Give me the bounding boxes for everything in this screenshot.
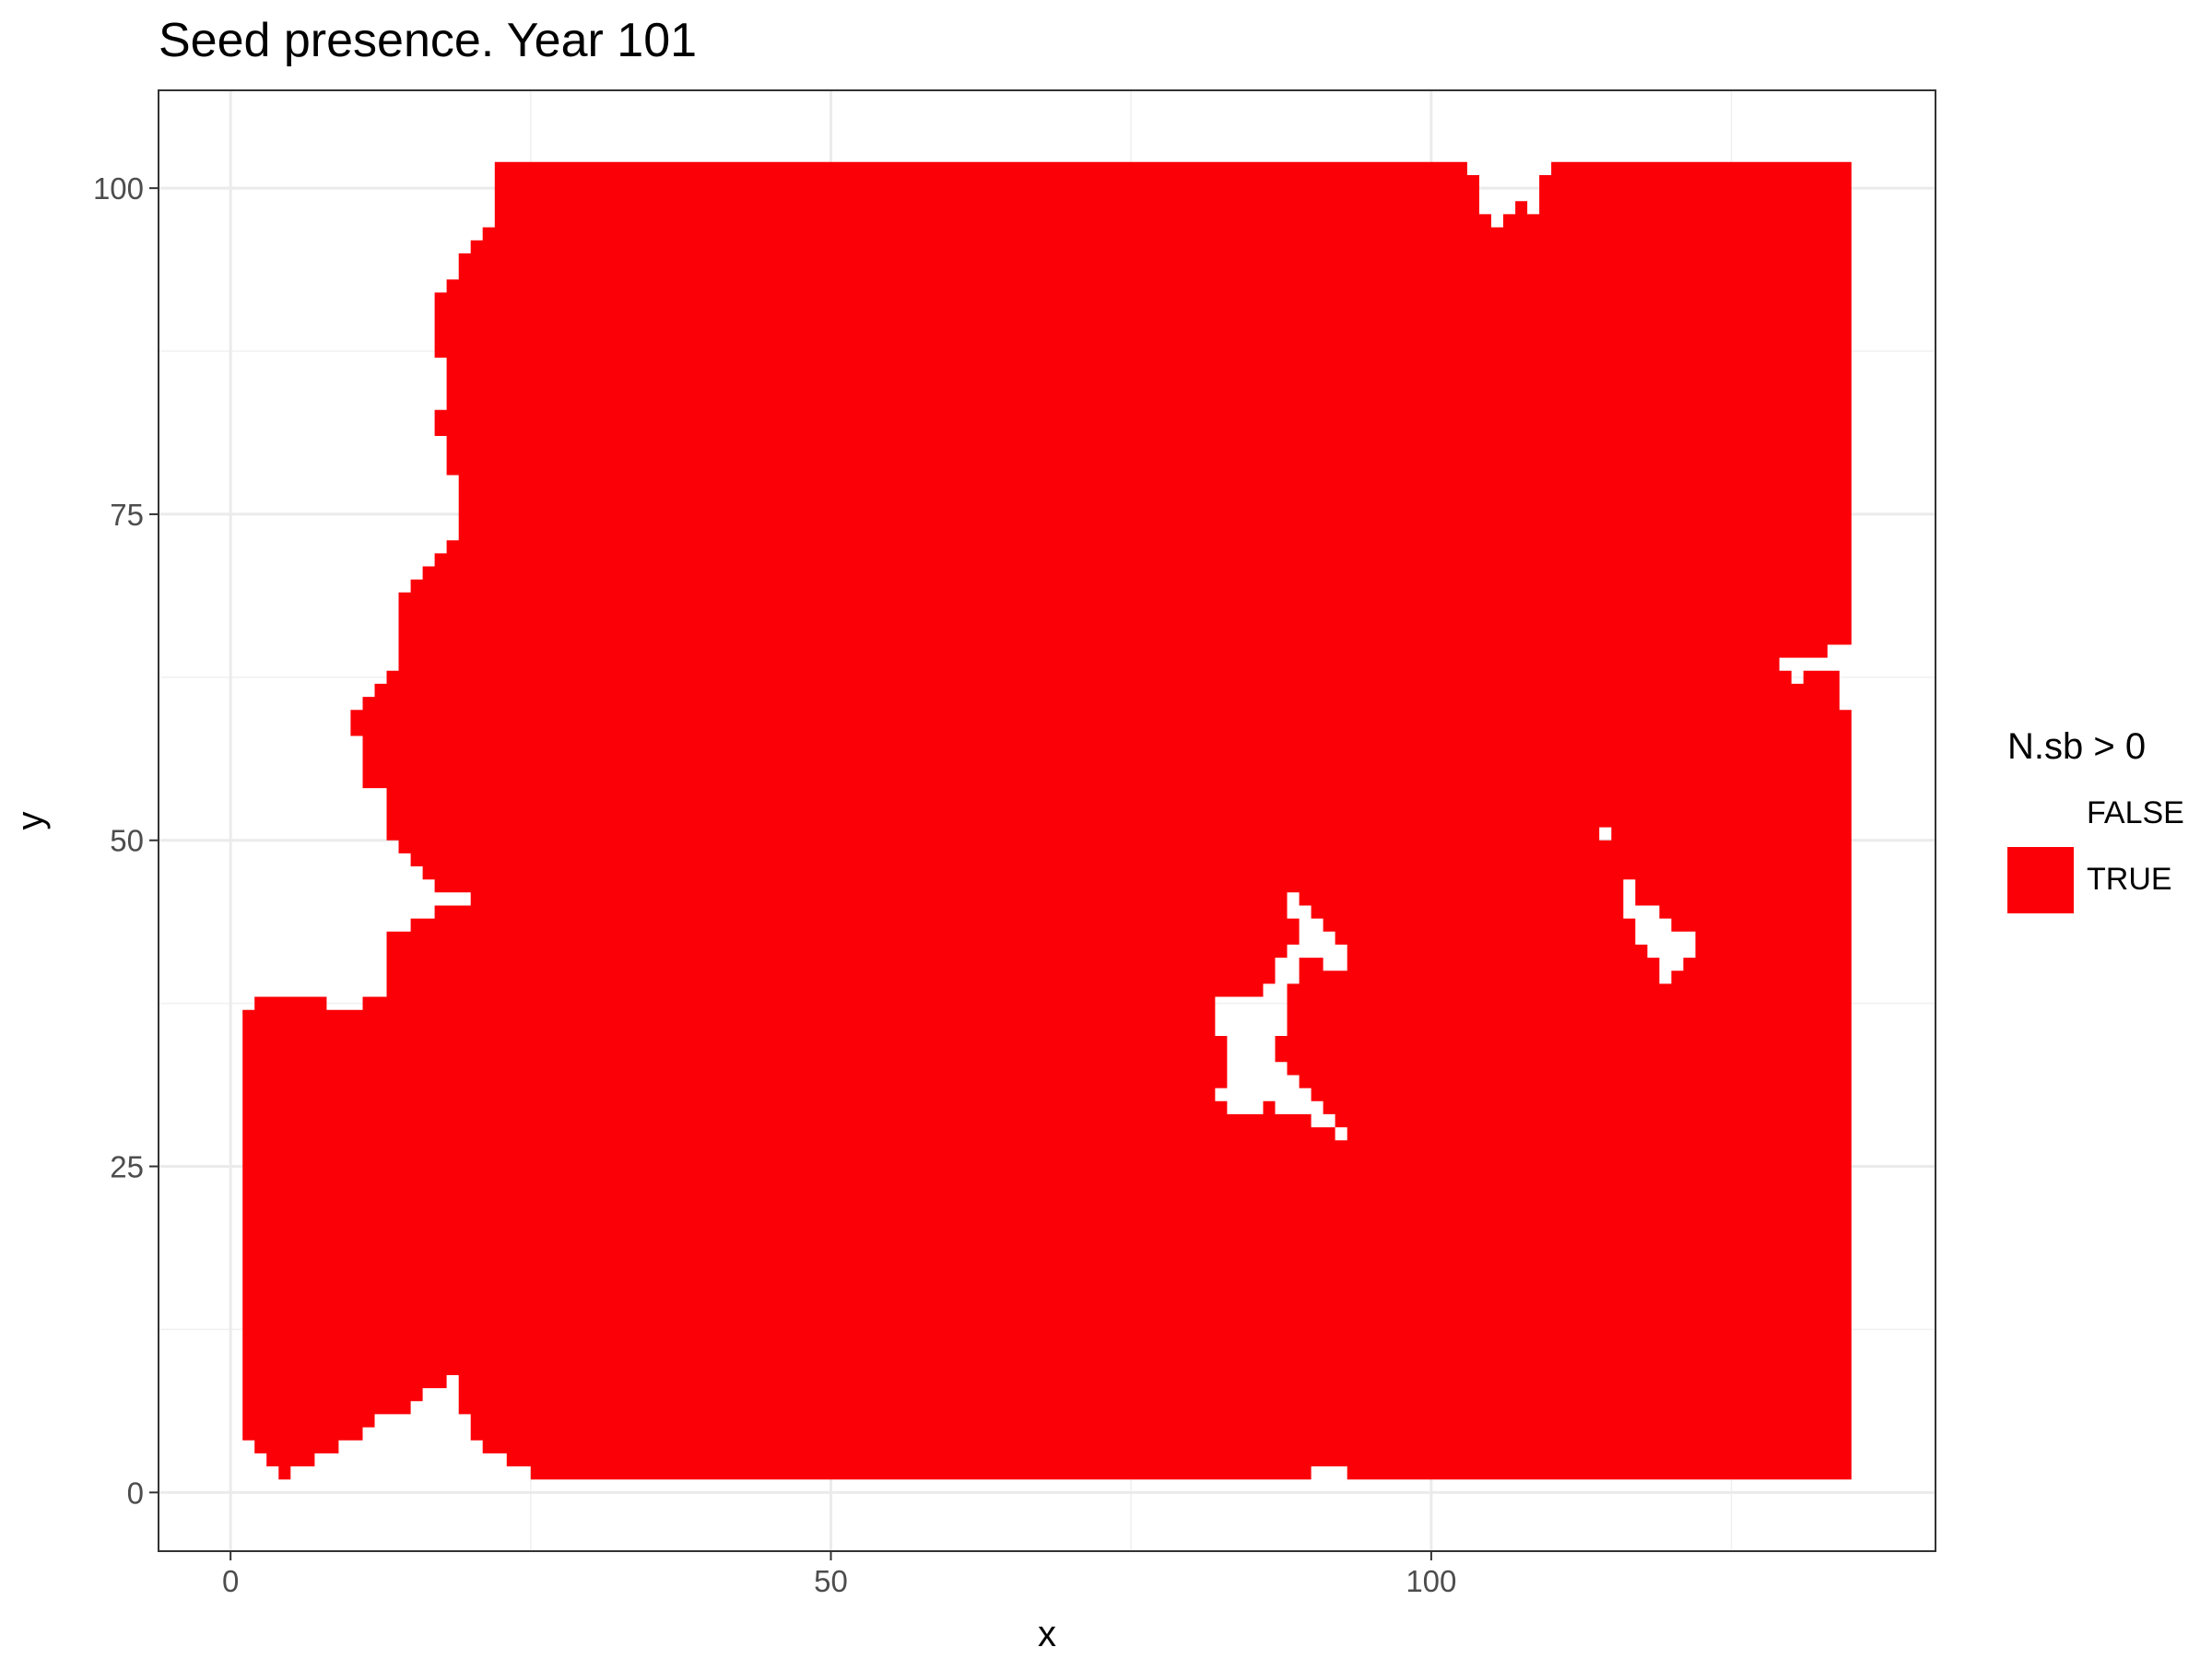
y-tick-label: 0 xyxy=(127,1476,144,1510)
legend-title: N.sb > 0 xyxy=(2007,726,2147,767)
axes: 0 50 100 0 25 50 75 100 xyxy=(93,171,1456,1598)
x-tick-label: 100 xyxy=(1406,1564,1456,1598)
legend: N.sb > 0 FALSE TRUE xyxy=(2007,726,2184,913)
x-tick-label: 0 xyxy=(222,1564,239,1598)
y-tick-label: 75 xyxy=(110,498,144,532)
heatmap-cells xyxy=(242,161,1852,1480)
legend-label-true: TRUE xyxy=(2087,862,2172,897)
chart-title: Seed presence. Year 101 xyxy=(159,14,698,67)
panel-border xyxy=(158,89,1936,1552)
x-tick-label: 50 xyxy=(814,1564,848,1598)
legend-item-false: FALSE xyxy=(2007,781,2184,847)
legend-item-true: TRUE xyxy=(2007,847,2172,913)
y-axis-title: y xyxy=(10,812,51,830)
y-tick-label: 25 xyxy=(110,1150,144,1184)
legend-key-false xyxy=(2007,781,2074,847)
true-cells-region xyxy=(242,161,1852,1480)
legend-label-false: FALSE xyxy=(2087,795,2184,830)
x-axis-title: x xyxy=(1038,1614,1056,1654)
y-tick-label: 100 xyxy=(93,171,144,206)
legend-key-true xyxy=(2007,847,2074,913)
y-tick-label: 50 xyxy=(110,824,144,858)
